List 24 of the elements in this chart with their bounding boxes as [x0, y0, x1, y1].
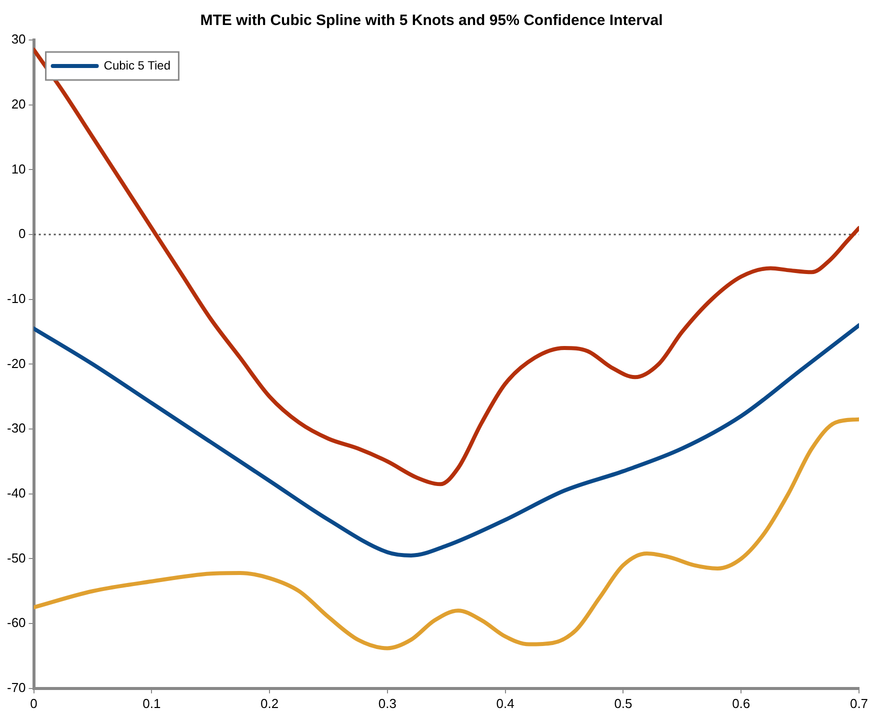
y-tick-label: -10: [6, 290, 26, 306]
x-tick-label: 0.6: [732, 696, 750, 711]
x-tick-label: 0.1: [142, 696, 161, 711]
y-tick-label: -40: [6, 485, 26, 500]
y-tick-label: 0: [18, 226, 26, 242]
y-tick-label: 10: [11, 161, 26, 176]
y-tick-label: -70: [6, 680, 26, 695]
y-tick-label: 20: [11, 96, 26, 112]
legend-label: Cubic 5 Tied: [104, 58, 170, 72]
x-tick-label: 0.2: [260, 696, 279, 711]
x-tick-label: 0.7: [850, 696, 868, 711]
x-tick-label: 0.4: [496, 696, 514, 711]
y-tick-label: 30: [11, 32, 26, 47]
x-tick-label: 0.3: [378, 696, 396, 711]
line-series: [34, 323, 859, 558]
chart-title: MTE with Cubic Spline with 5 Knots and 95% Confidence Interval: [200, 12, 663, 30]
y-tick-label: -60: [6, 615, 26, 630]
x-tick-label: 0: [30, 696, 38, 711]
y-tick-label: -20: [6, 356, 26, 371]
line-series: [34, 417, 859, 650]
x-tick-label: 0.5: [614, 696, 632, 711]
y-tick-label: -50: [6, 550, 26, 566]
y-tick-label: -30: [6, 420, 26, 436]
line-series: [34, 48, 859, 486]
